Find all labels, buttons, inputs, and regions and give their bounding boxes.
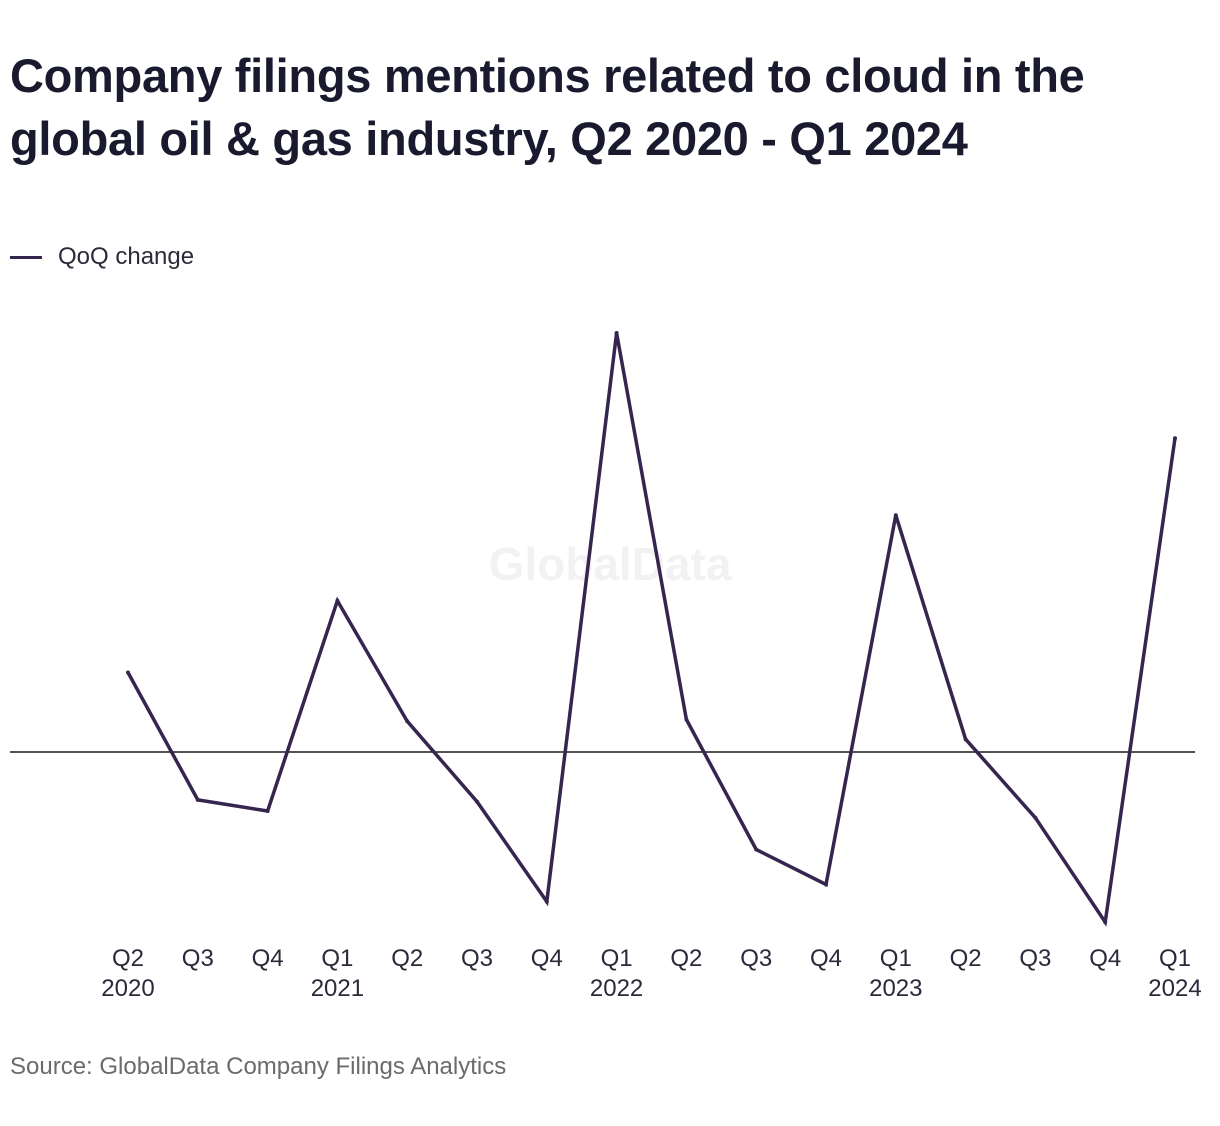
source-note: Source: GlobalData Company Filings Analy… [10, 1053, 507, 1080]
chart-title: Company filings mentions related to clou… [10, 49, 1085, 165]
data-point[interactable] [1173, 436, 1177, 441]
x-tick-quarter: Q3 [740, 945, 772, 972]
legend-line-swatch [10, 255, 42, 259]
data-point[interactable] [544, 899, 549, 904]
data-point[interactable] [475, 799, 479, 804]
x-tick-year: 2021 [311, 975, 364, 1002]
data-point[interactable] [126, 670, 130, 675]
x-tick-quarter: Q4 [1089, 945, 1121, 972]
x-tick-quarter: Q3 [1019, 945, 1051, 972]
legend: QoQ change [10, 242, 194, 272]
legend-label: QoQ change [58, 243, 195, 270]
data-point[interactable] [684, 717, 689, 722]
series-line-0 [126, 332, 1177, 927]
watermark: GlobalData [489, 538, 732, 590]
data-point[interactable] [405, 719, 410, 724]
x-tick-quarter: Q3 [461, 945, 493, 972]
x-axis-ticks: Q2 2020 Q3 Q4 Q1 2021 Q2 Q3 Q4 Q1 2022 Q2 Q3 Q4 Q1 2023… [101, 945, 1201, 1002]
data-point[interactable] [893, 513, 898, 518]
x-tick-year: 2020 [101, 975, 154, 1002]
x-tick-quarter: Q4 [252, 945, 284, 972]
data-point[interactable] [824, 882, 828, 887]
x-tick-quarter: Q2 [670, 945, 702, 972]
x-tick-year: 2023 [869, 975, 922, 1002]
data-point[interactable] [1103, 920, 1108, 925]
data-point[interactable] [195, 797, 200, 802]
data-point[interactable] [335, 598, 340, 603]
data-point[interactable] [963, 737, 968, 742]
data-point[interactable] [1033, 815, 1038, 820]
x-tick-quarter: Q2 [950, 945, 982, 972]
x-tick-quarter: Q4 [531, 945, 563, 972]
x-tick-quarter: Q3 [182, 945, 214, 972]
x-tick-quarter: Q2 [112, 945, 144, 972]
x-tick-quarter: Q1 [321, 945, 353, 972]
data-point[interactable] [754, 847, 759, 852]
x-tick-quarter: Q1 [1159, 945, 1191, 972]
x-tick-quarter: Q4 [810, 945, 842, 972]
data-point[interactable] [265, 809, 270, 813]
x-tick-quarter: Q1 [880, 945, 912, 972]
series-layer [126, 331, 1177, 927]
x-tick-quarter: Q1 [601, 945, 633, 972]
data-point[interactable] [614, 331, 619, 335]
x-tick-year: 2022 [590, 975, 643, 1002]
x-tick-year: 2024 [1148, 975, 1201, 1002]
x-tick-quarter: Q2 [391, 945, 423, 972]
